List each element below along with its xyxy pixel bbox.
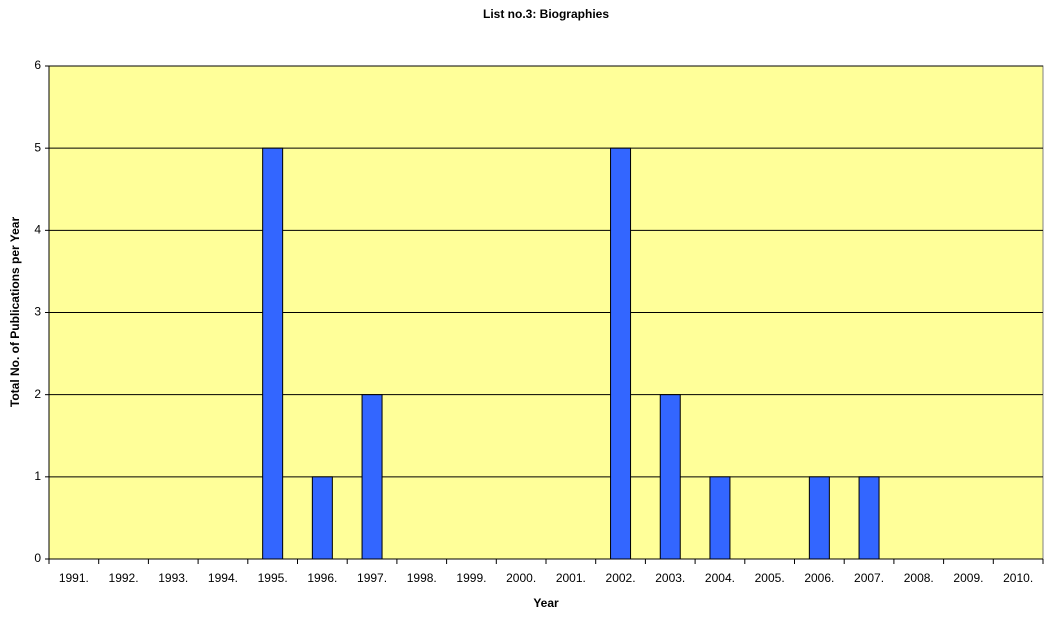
chart-title: List no.3: Biographies [483,7,609,21]
x-tick-label: 2001. [556,571,586,585]
x-tick-label: 2002. [606,571,636,585]
y-tick-label: 2 [34,387,41,401]
y-axis-label: Total No. of Publications per Year [8,217,22,408]
x-tick-label: 1997. [357,571,387,585]
x-tick-label: 1995. [258,571,288,585]
y-tick-label: 3 [34,305,41,319]
y-tick-label: 6 [34,58,41,72]
y-tick-label: 0 [34,551,41,565]
bar [262,147,284,560]
x-tick-label: 2009. [953,571,983,585]
x-tick-label: 2000. [506,571,536,585]
bar [361,394,383,560]
bar [311,476,333,560]
x-tick-label: 2010. [1003,571,1033,585]
bar [659,394,681,560]
bar [808,476,830,560]
x-tick-label: 1996. [307,571,337,585]
x-tick-label: 2007. [854,571,884,585]
bar [858,476,880,560]
x-tick-label: 1999. [456,571,486,585]
y-tick-label: 5 [34,140,41,154]
y-tick-label: 4 [34,223,41,237]
bar [610,147,632,560]
x-tick-label: 2005. [755,571,785,585]
y-tick-label: 1 [34,469,41,483]
x-tick-label: 1998. [407,571,437,585]
x-tick-label: 1992. [109,571,139,585]
x-tick-label: 1993. [158,571,188,585]
x-axis-label: Year [533,596,559,610]
x-tick-label: 2008. [904,571,934,585]
x-tick-label: 2006. [804,571,834,585]
bar [709,476,731,560]
x-tick-label: 1994. [208,571,238,585]
x-tick-label: 2004. [705,571,735,585]
x-tick-label: 2003. [655,571,685,585]
x-tick-label: 1991. [59,571,89,585]
